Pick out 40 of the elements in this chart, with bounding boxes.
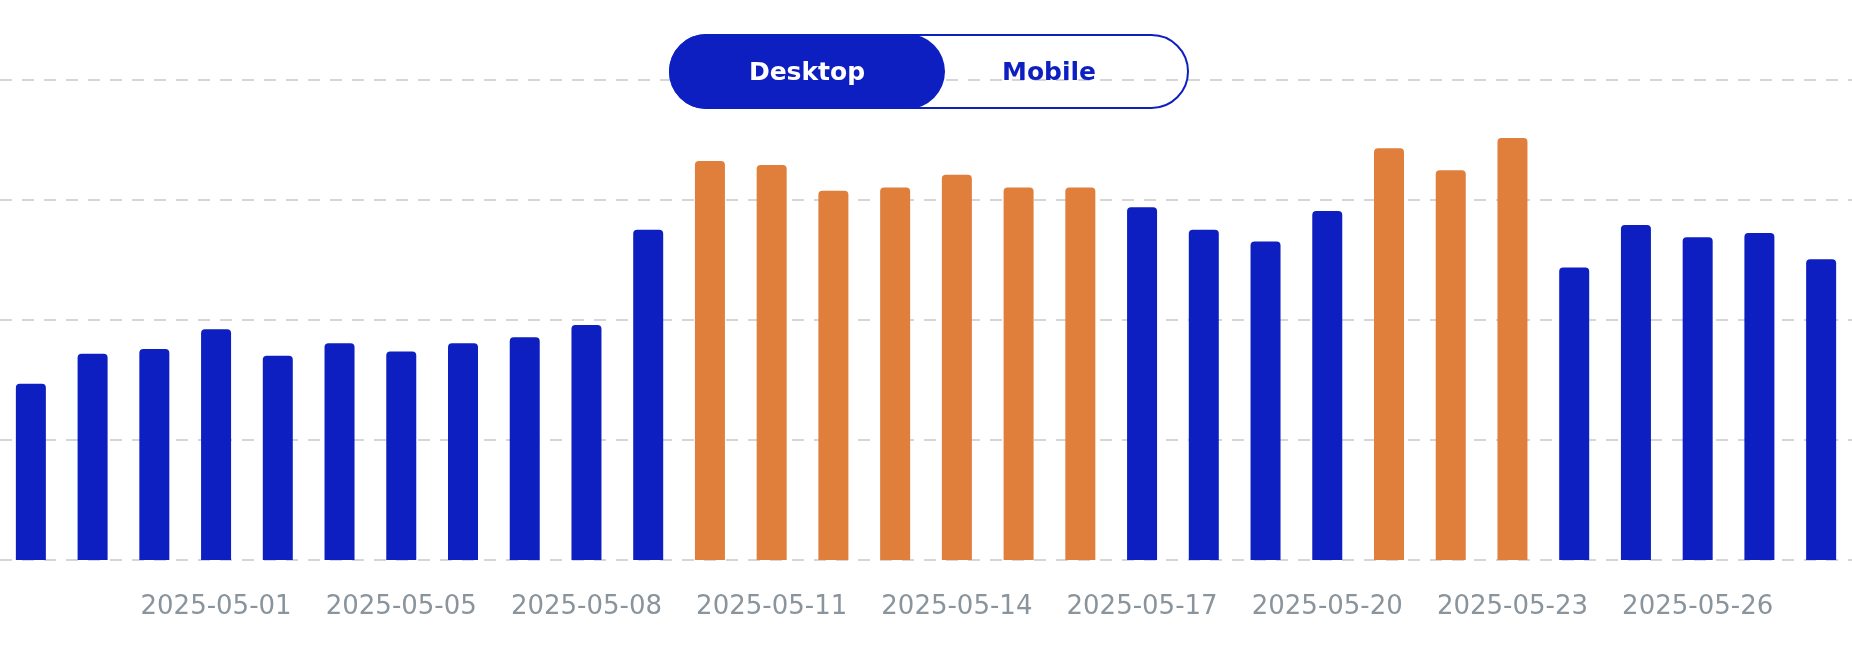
bar bbox=[201, 329, 232, 560]
bar bbox=[15, 383, 46, 560]
bar bbox=[1559, 267, 1590, 560]
toggle-switch: Desktop Mobile bbox=[669, 34, 1189, 109]
bar bbox=[880, 187, 911, 560]
bar bbox=[1003, 187, 1034, 560]
bar bbox=[1127, 207, 1158, 560]
bar bbox=[1435, 170, 1466, 560]
bar bbox=[1682, 237, 1713, 560]
bar bbox=[386, 351, 417, 560]
x-tick-label: 2025-05-26 bbox=[1622, 590, 1774, 620]
bar bbox=[633, 229, 664, 560]
bar bbox=[818, 190, 849, 560]
bar bbox=[694, 160, 725, 560]
bar bbox=[509, 337, 540, 560]
bar bbox=[1065, 187, 1096, 560]
bar bbox=[941, 174, 972, 560]
bar bbox=[139, 349, 170, 560]
x-tick-label: 2025-05-01 bbox=[140, 590, 292, 620]
x-tick-label: 2025-05-05 bbox=[325, 590, 477, 620]
bar bbox=[1250, 241, 1281, 560]
x-tick-label: 2025-05-08 bbox=[510, 590, 663, 620]
x-tick-label: 2025-05-23 bbox=[1436, 590, 1589, 620]
bar bbox=[1312, 211, 1343, 560]
x-tick-label: 2025-05-14 bbox=[881, 590, 1033, 620]
x-tick-label: 2025-05-20 bbox=[1251, 590, 1403, 620]
bar bbox=[1497, 138, 1528, 560]
bar bbox=[448, 343, 478, 560]
bar bbox=[1744, 233, 1775, 560]
bar bbox=[1188, 229, 1219, 560]
x-tick-label: 2025-05-11 bbox=[696, 590, 848, 620]
bar bbox=[1620, 225, 1651, 560]
x-tick-label: 2025-05-17 bbox=[1066, 590, 1218, 620]
bar bbox=[1374, 148, 1404, 560]
bar bbox=[324, 343, 355, 560]
bar bbox=[571, 325, 602, 560]
bar bbox=[1806, 259, 1837, 560]
bar bbox=[262, 355, 293, 560]
bar bbox=[77, 353, 108, 560]
bar bbox=[756, 165, 787, 560]
